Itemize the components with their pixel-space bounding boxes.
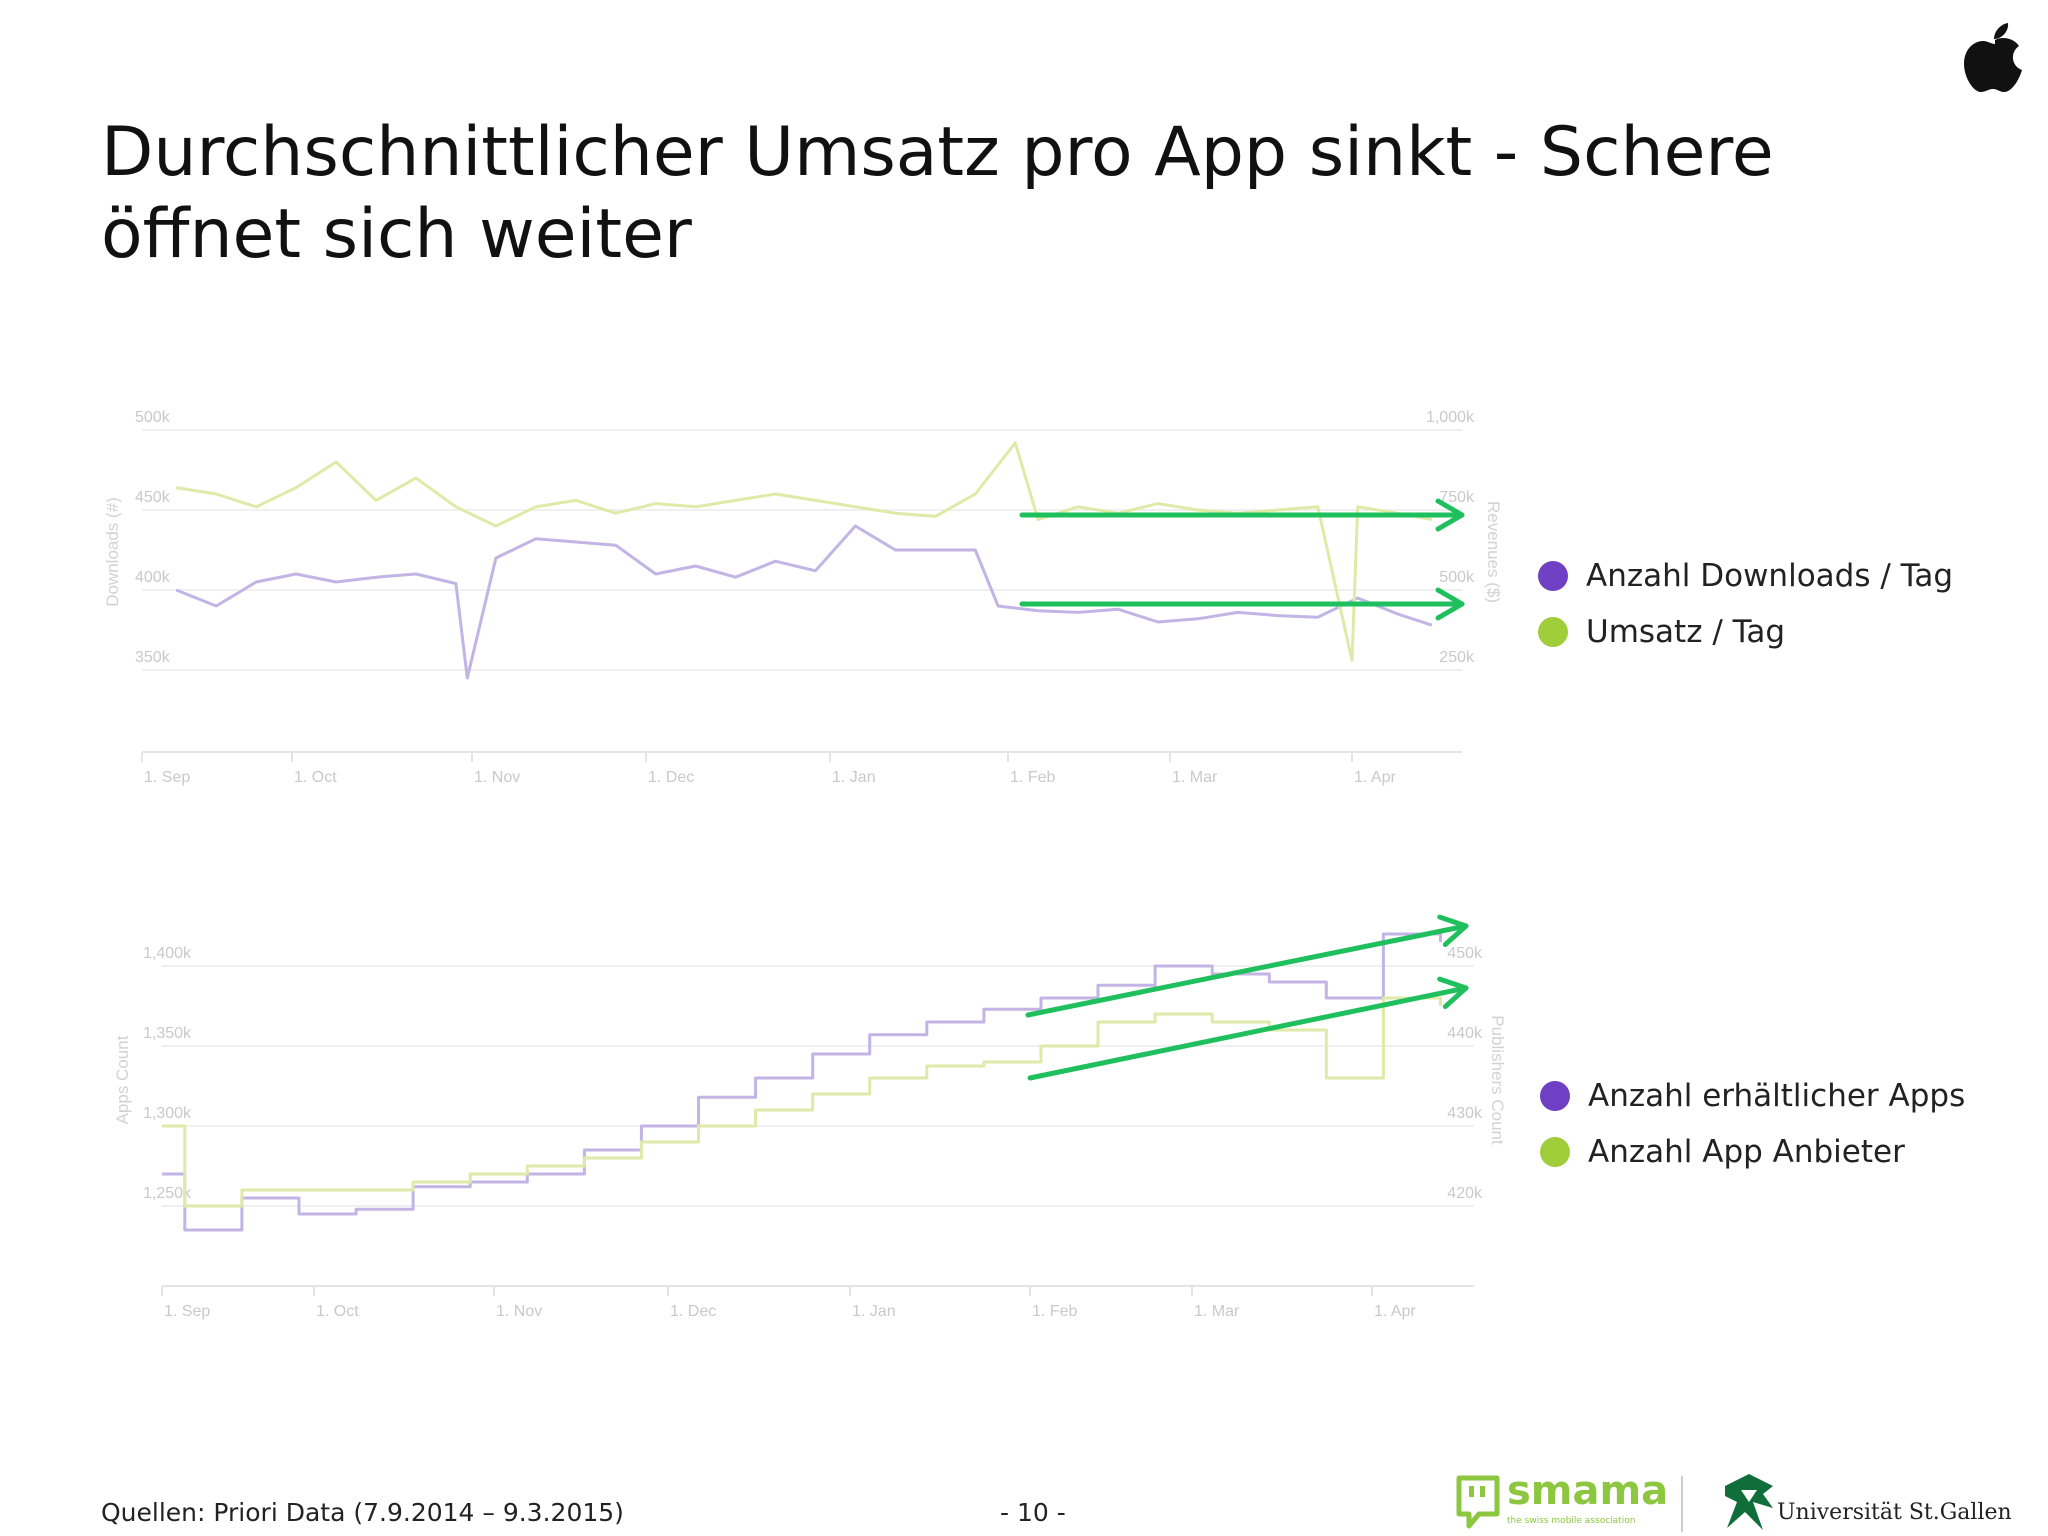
x-tick-label: 1. Nov: [474, 769, 520, 786]
x-tick-label: 1. Mar: [1194, 1303, 1240, 1320]
x-tick-label: 1. Dec: [648, 769, 694, 786]
y-tick-label-right: 420k: [1447, 1185, 1483, 1202]
x-tick-label: 1. Feb: [1010, 769, 1055, 786]
y-tick-label-left: 1,300k: [143, 1105, 192, 1122]
apple-logo-icon: [1964, 23, 2022, 92]
smama-logo-text: smama: [1507, 1468, 1669, 1514]
legend-dot-green: [1540, 1137, 1570, 1167]
x-tick-label: 1. Feb: [1032, 1303, 1077, 1320]
series-line-purple: [162, 932, 1442, 1232]
legend-label-apps: Anzahl erhältlicher Apps: [1588, 1078, 1966, 1114]
x-tick-label: 1. Sep: [144, 769, 190, 786]
y-tick-label-right: 450k: [1447, 945, 1483, 962]
x-tick-label: 1. Apr: [1354, 769, 1396, 786]
legend-label-publishers: Anzahl App Anbieter: [1588, 1134, 1905, 1170]
legend-item-apps: Anzahl erhältlicher Apps: [1540, 1068, 1965, 1124]
y-tick-label-right: 440k: [1447, 1025, 1483, 1042]
unisg-logo-icon: [1725, 1474, 1773, 1530]
x-tick-label: 1. Dec: [670, 1303, 716, 1320]
y-tick-label-right: 430k: [1447, 1105, 1483, 1122]
source-note: Quellen: Priori Data (7.9.2014 – 9.3.201…: [101, 1498, 624, 1527]
x-tick-label: 1. Jan: [832, 769, 876, 786]
legend-dot-purple: [1538, 561, 1568, 591]
y-axis-title-downloads: Downloads (#): [103, 497, 122, 607]
y-tick-label-left: 450k: [135, 489, 171, 506]
y-tick-label-left: 500k: [135, 409, 171, 426]
legend-label-downloads: Anzahl Downloads / Tag: [1586, 558, 1954, 594]
trend-arrow: [1025, 923, 1469, 1018]
trend-arrowhead: [1437, 976, 1469, 1010]
legend-item-revenue: Umsatz / Tag: [1538, 604, 1953, 660]
legend-downloads-revenue: Anzahl Downloads / Tag Umsatz / Tag: [1538, 548, 1953, 660]
y-axis-title-apps-count: Apps Count: [113, 1035, 132, 1124]
legend-apps-publishers: Anzahl erhältlicher Apps Anzahl App Anbi…: [1540, 1068, 1965, 1180]
y-tick-label-left: 1,250k: [143, 1185, 192, 1202]
x-tick-label: 1. Mar: [1172, 769, 1218, 786]
x-tick-label: 1. Oct: [294, 769, 337, 786]
x-tick-label: 1. Apr: [1374, 1303, 1416, 1320]
y-axis-title-revenues: Revenues ($): [1484, 501, 1503, 603]
trend-arrow: [1027, 985, 1469, 1081]
legend-item-downloads: Anzahl Downloads / Tag: [1538, 548, 1953, 604]
y-tick-label-right: 250k: [1439, 649, 1475, 666]
legend-dot-green: [1538, 617, 1568, 647]
x-tick-label: 1. Sep: [164, 1303, 210, 1320]
page-number: - 10 -: [1000, 1498, 1066, 1527]
x-tick-label: 1. Jan: [852, 1303, 896, 1320]
slide-title: Durchschnittlicher Umsatz pro App sinkt …: [101, 113, 1774, 274]
legend-item-publishers: Anzahl App Anbieter: [1540, 1124, 1965, 1180]
x-tick-label: 1. Oct: [316, 1303, 359, 1320]
series-line-purple: [175, 524, 1433, 680]
y-tick-label-left: 1,350k: [143, 1025, 192, 1042]
unisg-logo-text: Universität St.Gallen: [1777, 1500, 2012, 1525]
y-tick-label-right: 500k: [1439, 569, 1475, 586]
series-line-green: [162, 996, 1442, 1208]
y-tick-label-right: 1,000k: [1426, 409, 1475, 426]
y-tick-label-left: 350k: [135, 649, 171, 666]
trend-arrowhead: [1437, 914, 1469, 947]
y-axis-title-publishers-count: Publishers Count: [1488, 1015, 1507, 1145]
y-tick-label-left: 400k: [135, 569, 171, 586]
y-tick-label-left: 1,400k: [143, 945, 192, 962]
logo-separator: [1681, 1476, 1683, 1532]
legend-dot-purple: [1540, 1081, 1570, 1111]
trend-arrowhead: [1435, 498, 1465, 532]
x-tick-label: 1. Nov: [496, 1303, 542, 1320]
series-line-green: [175, 441, 1433, 662]
smama-logo-tagline: the swiss mobile association: [1507, 1516, 1636, 1526]
trend-arrowhead: [1435, 587, 1465, 621]
footer-logos: smama the swiss mobile association Unive…: [1455, 1468, 2012, 1536]
y-tick-label-right: 750k: [1439, 489, 1475, 506]
smama-quote-icon: [1456, 1475, 1500, 1529]
legend-label-revenue: Umsatz / Tag: [1586, 614, 1786, 650]
